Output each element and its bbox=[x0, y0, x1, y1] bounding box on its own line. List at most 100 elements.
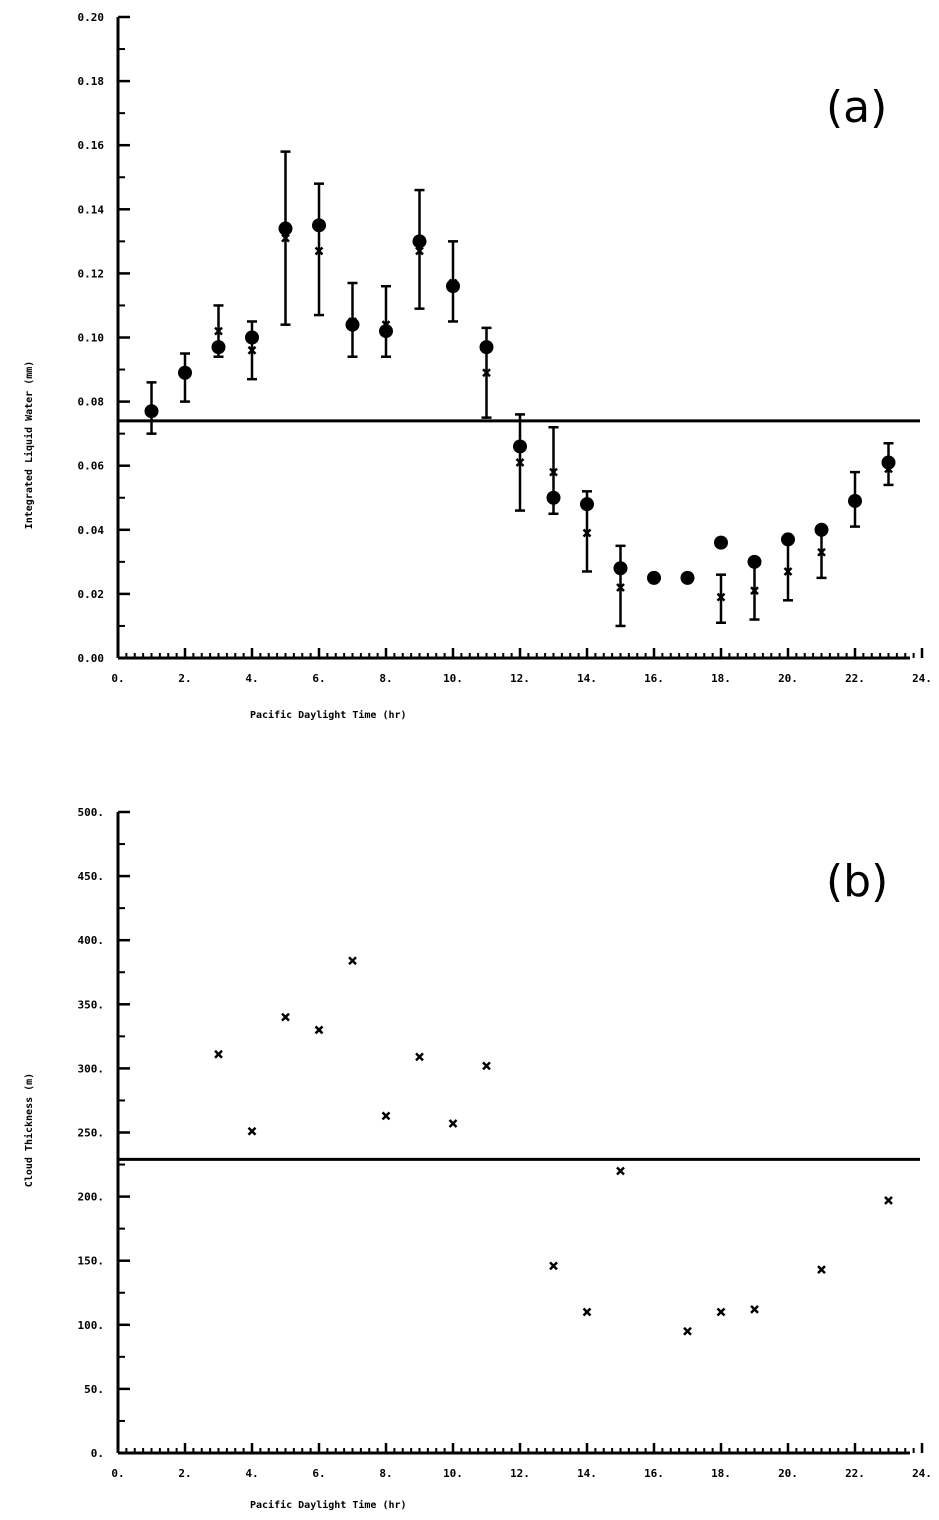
data-point-circle bbox=[479, 340, 494, 355]
data-point-circle bbox=[814, 522, 829, 537]
x-tick-label: 2. bbox=[178, 672, 191, 685]
data-point-x bbox=[482, 368, 491, 378]
data-point-x bbox=[515, 458, 525, 467]
panel-b-x-axis-label: Pacific Daylight Time (hr) bbox=[250, 1499, 407, 1511]
data-point-circle bbox=[613, 561, 628, 576]
data-point-circle bbox=[848, 493, 862, 508]
y-tick-label: 0.16 bbox=[78, 139, 105, 152]
panel-a-y-axis-label: Integrated Liquid Water (mm) bbox=[23, 361, 35, 530]
data-point-x bbox=[247, 345, 257, 355]
data-point-x-stroke bbox=[247, 345, 257, 355]
data-point-circle bbox=[647, 570, 661, 585]
y-tick-label: 0.06 bbox=[78, 460, 105, 473]
y-tick-label: 0.14 bbox=[78, 203, 105, 216]
y-tick-label: 0.00 bbox=[78, 652, 105, 665]
data-point-x bbox=[549, 1261, 558, 1271]
y-tick-label: 0.08 bbox=[78, 396, 105, 409]
panel-b-label: (b) bbox=[826, 856, 888, 907]
data-point-x-stroke bbox=[616, 583, 625, 592]
panel-a-plot-area: 0.000.020.040.060.080.100.120.140.160.18… bbox=[78, 11, 932, 685]
data-point-x-stroke bbox=[817, 1265, 826, 1275]
data-point-circle bbox=[580, 497, 594, 512]
data-point-x bbox=[884, 464, 893, 474]
data-point-x bbox=[415, 246, 424, 256]
chart-panel-a: (a) Pacific Daylight Time (hr) Integrate… bbox=[23, 11, 932, 721]
data-point-circle bbox=[144, 404, 159, 419]
data-point-circle bbox=[680, 570, 695, 585]
y-tick-label: 450. bbox=[78, 870, 105, 883]
data-point-x bbox=[348, 956, 357, 966]
data-point-x bbox=[381, 320, 391, 330]
x-tick-label: 22. bbox=[845, 1467, 865, 1480]
data-point-x bbox=[415, 1052, 424, 1062]
x-tick-label: 18. bbox=[711, 672, 731, 685]
data-point-x bbox=[683, 1326, 692, 1336]
data-point-x-stroke bbox=[415, 246, 424, 256]
y-tick-label: 100. bbox=[78, 1319, 105, 1332]
data-point-x-stroke bbox=[616, 1166, 625, 1176]
data-point-x-stroke bbox=[582, 528, 592, 538]
data-point-x bbox=[281, 1012, 290, 1022]
data-point-x bbox=[616, 1166, 625, 1176]
data-point-x bbox=[281, 233, 290, 243]
x-tick-label: 0. bbox=[111, 672, 124, 685]
data-point-x-stroke bbox=[415, 1052, 424, 1062]
data-point-x-stroke bbox=[348, 956, 357, 966]
data-point-circle bbox=[546, 490, 561, 505]
panel-b-plot-area: 0. 50. 100. 150. 200. 250. 300. 350. 400. 450. 500… bbox=[78, 806, 932, 1480]
data-point-x bbox=[381, 1111, 391, 1121]
y-tick-label: 250. bbox=[78, 1127, 105, 1140]
panel-a-x-axis-label: Pacific Daylight Time (hr) bbox=[250, 709, 407, 721]
data-point-circle bbox=[714, 535, 728, 550]
data-point-circle bbox=[513, 439, 527, 454]
y-tick-label: 400. bbox=[78, 934, 105, 947]
data-point-x-stroke bbox=[381, 1111, 391, 1121]
data-point-x-stroke bbox=[716, 592, 726, 602]
y-tick-label: 50. bbox=[84, 1383, 104, 1396]
data-point-circle bbox=[412, 234, 427, 249]
x-tick-label: 14. bbox=[577, 672, 597, 685]
data-point-x bbox=[214, 1049, 223, 1059]
x-tick-label: 6. bbox=[312, 672, 325, 685]
data-point-x-stroke bbox=[381, 320, 391, 330]
y-tick-label: 0.12 bbox=[78, 267, 105, 280]
data-point-circle bbox=[312, 218, 326, 233]
x-tick-label: 20. bbox=[778, 672, 798, 685]
y-tick-label: 200. bbox=[78, 1191, 105, 1204]
x-tick-label: 8. bbox=[379, 672, 392, 685]
data-point-x bbox=[448, 1119, 458, 1128]
x-tick-label: 16. bbox=[644, 1467, 664, 1480]
data-point-x bbox=[783, 567, 793, 576]
data-point-circle bbox=[747, 554, 762, 569]
data-point-x-stroke bbox=[817, 547, 826, 557]
data-point-x-stroke bbox=[214, 326, 223, 336]
data-point-x-stroke bbox=[482, 368, 491, 378]
data-point-x bbox=[817, 1265, 826, 1275]
x-tick-label: 2. bbox=[178, 1467, 191, 1480]
data-point-x-stroke bbox=[549, 1261, 558, 1271]
data-point-x bbox=[884, 1196, 893, 1205]
data-point-x-stroke bbox=[582, 1307, 592, 1317]
data-point-x-stroke bbox=[750, 586, 759, 596]
data-point-x-stroke bbox=[281, 1012, 290, 1022]
data-point-circle bbox=[345, 317, 360, 332]
data-point-circle bbox=[278, 221, 293, 236]
data-point-x bbox=[314, 246, 324, 256]
data-point-x bbox=[482, 1061, 491, 1071]
chart-panel-b: (b) Pacific Daylight Time (hr) Cloud Thi… bbox=[23, 806, 932, 1511]
x-tick-label: 12. bbox=[510, 1467, 530, 1480]
x-tick-label: 10. bbox=[443, 672, 463, 685]
data-point-x-stroke bbox=[716, 1307, 726, 1317]
data-point-x bbox=[716, 592, 726, 602]
data-point-x bbox=[582, 528, 592, 538]
y-tick-label: 0.10 bbox=[78, 332, 105, 345]
data-point-x bbox=[314, 1025, 324, 1035]
data-point-x-stroke bbox=[783, 567, 793, 576]
x-tick-label: 18. bbox=[711, 1467, 731, 1480]
panel-b-y-axis-label: Cloud Thickness (m) bbox=[23, 1073, 35, 1187]
x-tick-label: 14. bbox=[577, 1467, 597, 1480]
data-point-x-stroke bbox=[549, 467, 558, 477]
data-point-x-stroke bbox=[683, 1326, 692, 1336]
data-point-x-stroke bbox=[884, 1196, 893, 1205]
x-tick-label: 24. bbox=[912, 672, 932, 685]
